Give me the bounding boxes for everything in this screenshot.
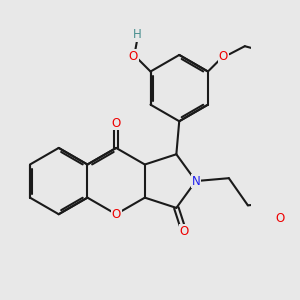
Text: H: H — [133, 28, 142, 41]
Text: N: N — [191, 175, 200, 188]
Text: O: O — [112, 117, 121, 130]
Text: O: O — [218, 50, 228, 63]
Text: O: O — [112, 208, 121, 221]
Text: O: O — [129, 50, 138, 63]
Text: O: O — [275, 212, 284, 225]
Text: O: O — [179, 225, 189, 238]
